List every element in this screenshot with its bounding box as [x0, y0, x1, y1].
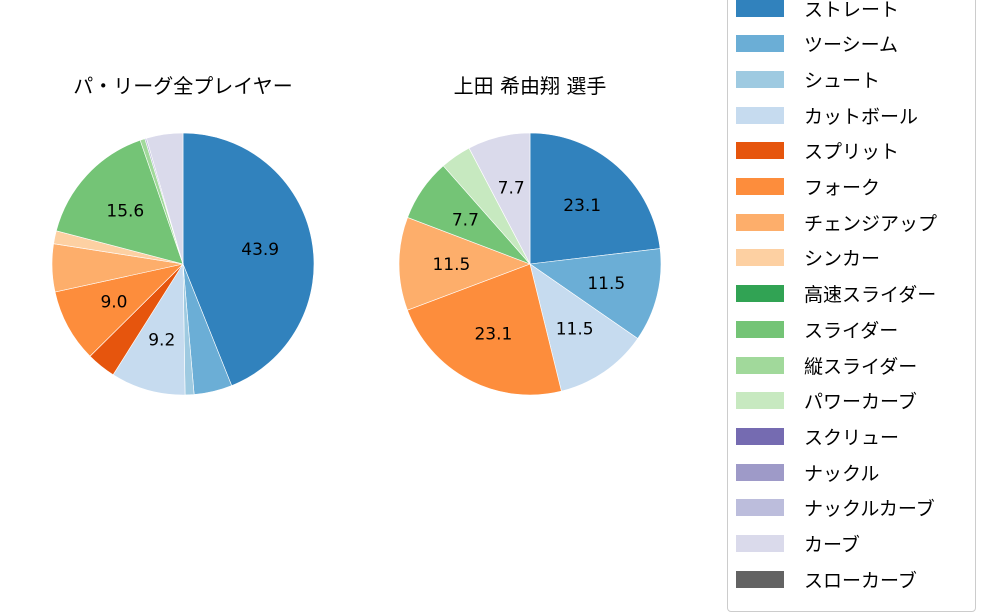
legend-label: シンカー [804, 248, 881, 271]
legend-label: スローカーブ [804, 569, 917, 592]
legend-item: パワーカーブ [736, 391, 917, 413]
legend-swatch [736, 35, 784, 53]
legend-item: ストレート [736, 0, 899, 21]
legend-item: フォーク [736, 177, 880, 199]
legend-item: スクリュー [736, 426, 899, 449]
legend-swatch [736, 106, 784, 124]
league-pie-chart: 43.9 9.2 9.0 15.6 [51, 132, 315, 396]
legend-swatch [736, 0, 784, 17]
legend-swatch [736, 70, 784, 88]
legend: ストレートツーシームシュートカットボール スプリットフォークチェンジアップ シンカー… [727, 0, 976, 612]
legend-swatch [736, 427, 784, 445]
legend-label: チェンジアップ [804, 212, 938, 235]
slice-value-label: 7.7 [498, 179, 525, 199]
pie-slice [407, 263, 562, 396]
legend-item: ナックル [736, 462, 879, 485]
legend-swatch [736, 213, 784, 231]
legend-label: シュート [804, 69, 881, 92]
pie-slice [529, 263, 639, 392]
slice-value-label: 43.9 [241, 240, 279, 260]
legend-item: カーブ [736, 534, 860, 556]
pie-slice [146, 132, 184, 265]
legend-swatch [736, 356, 784, 374]
right-pie-title: 上田 希由翔 選手 [453, 74, 607, 98]
pie-slice [529, 248, 662, 339]
legend-label: ツーシーム [804, 34, 899, 57]
legend-swatch [736, 535, 784, 552]
legend-label: スライダー [804, 319, 899, 342]
slice-value-label: 7.7 [452, 210, 479, 230]
legend-label: カーブ [804, 534, 860, 556]
legend-label: スプリット [804, 141, 900, 164]
slice-value-label: 9.2 [148, 331, 175, 351]
player-pie-chart: 23.1 11.5 11.5 23.1 11.5 7.7 7.7 [398, 132, 662, 396]
pie-slice [398, 217, 531, 311]
legend-item: 高速スライダー [736, 284, 936, 306]
legend-swatch [736, 285, 784, 303]
legend-label: ストレート [804, 0, 900, 21]
slice-value-label: 11.5 [587, 274, 625, 294]
pie-slice [182, 132, 315, 387]
legend-label: カットボール [804, 105, 919, 128]
slice-value-label: 23.1 [474, 325, 512, 345]
legend-label: 高速スライダー [804, 284, 937, 307]
pie-slice [55, 139, 184, 265]
legend-swatch [736, 178, 784, 195]
legend-label: スクリュー [804, 426, 900, 449]
legend-swatch [736, 320, 784, 338]
legend-item: ツーシーム [736, 34, 898, 56]
legend-item: スライダー [736, 319, 898, 342]
legend-item: スローカーブ [736, 569, 917, 592]
legend-item: ナックルカーブ [736, 498, 935, 520]
legend-label: フォーク [804, 177, 881, 199]
legend-label: パワーカーブ [804, 391, 917, 414]
legend-label: 縦スライダー [804, 355, 918, 378]
pie-slice [468, 132, 531, 265]
legend-item: スプリット [736, 141, 899, 163]
slice-value-label: 9.0 [100, 293, 127, 313]
legend-swatch [736, 392, 784, 410]
left-pie-title: パ・リーグ全プレイヤー [73, 74, 293, 98]
pie-charts: 43.9 9.2 9.0 15.6 23.1 11.5 11.5 23.1 11.5 7.7 7.… [51, 132, 662, 396]
legend-item: 縦スライダー [736, 355, 917, 378]
slice-value-label: 11.5 [432, 255, 470, 275]
legend-item: カットボール [736, 105, 918, 128]
legend-swatch [736, 570, 784, 588]
slice-value-label: 11.5 [556, 320, 594, 340]
legend-label: ナックル [804, 462, 880, 485]
legend-swatch [736, 142, 784, 160]
legend-item: シュート [736, 69, 880, 92]
legend-label: ナックルカーブ [804, 498, 935, 521]
legend-item: チェンジアップ [736, 212, 937, 235]
legend-swatch [736, 499, 784, 517]
pie-slice [529, 132, 661, 265]
slice-value-label: 23.1 [563, 196, 601, 216]
legend-item: シンカー [736, 248, 880, 270]
slice-value-label: 15.6 [106, 202, 144, 222]
legend-swatch [736, 463, 784, 481]
legend-swatch [736, 249, 784, 267]
